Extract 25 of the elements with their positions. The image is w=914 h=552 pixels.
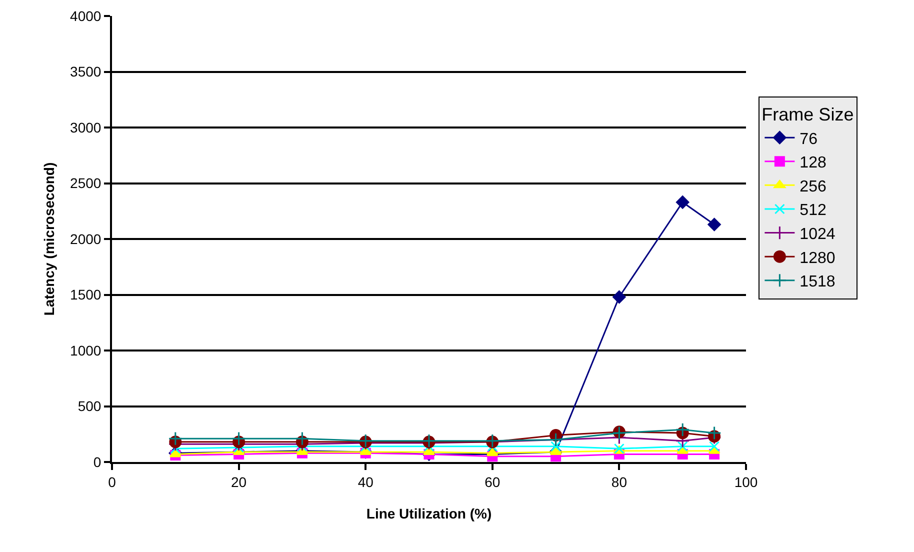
y-tick-label: 3500 <box>70 64 102 80</box>
legend-label: 512 <box>800 202 826 220</box>
y-tick-label: 1500 <box>70 286 102 303</box>
x-tick-label: 20 <box>231 474 247 490</box>
legend-label: 256 <box>800 178 826 196</box>
legend-title: Frame Size <box>762 104 854 125</box>
y-tick-label: 2000 <box>70 230 102 247</box>
y-tick-label: 3000 <box>70 119 102 136</box>
x-axis-title: Line Utilization (%) <box>366 506 492 522</box>
y-axis-title: Latency (microsecond) <box>41 162 58 316</box>
y-tick-label: 4000 <box>70 8 102 24</box>
x-tick-label: 0 <box>108 474 116 490</box>
x-tick-label: 60 <box>484 474 500 490</box>
legend-label: 1280 <box>800 250 836 267</box>
legend-label: 1024 <box>800 226 836 244</box>
y-tick-label: 0 <box>93 454 102 470</box>
y-tick-label: 1000 <box>70 342 102 358</box>
legend-label: 128 <box>800 154 826 172</box>
y-tick-label: 2500 <box>70 175 102 192</box>
legend-label: 1518 <box>800 274 836 291</box>
x-tick-label: 100 <box>734 474 758 490</box>
x-tick-label: 40 <box>358 474 374 490</box>
legend-label: 76 <box>800 130 818 148</box>
y-tick-label: 500 <box>78 398 102 414</box>
x-tick-label: 80 <box>611 474 628 490</box>
